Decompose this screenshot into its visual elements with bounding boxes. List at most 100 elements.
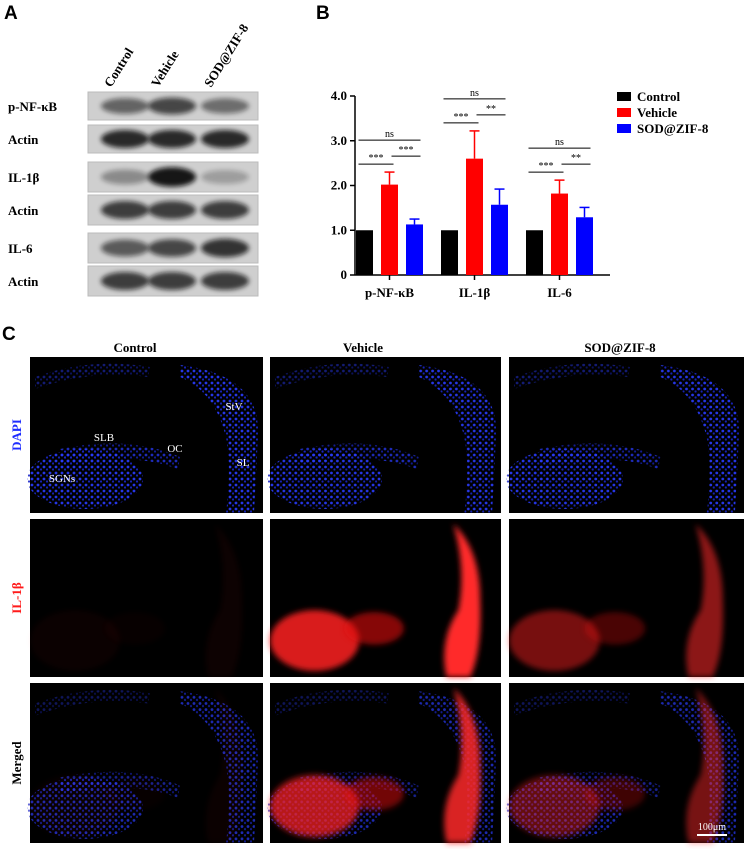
bar (576, 217, 593, 275)
y-tick-label: 1.0 (331, 222, 347, 237)
micrograph (267, 357, 501, 513)
significance-label: *** (369, 153, 384, 164)
nuclei (35, 363, 150, 389)
bar (466, 158, 483, 275)
nuclei (418, 365, 497, 513)
blot-row-label: IL-1β (8, 170, 40, 185)
nuclei (514, 689, 631, 716)
blot-band (201, 238, 249, 258)
legend-label: Control (637, 89, 680, 104)
tissue (27, 363, 259, 513)
row-label: DAPI (9, 419, 24, 451)
x-tick-label: IL-1β (459, 285, 491, 300)
significance-label: ns (385, 129, 394, 140)
x-tick-label: IL-6 (547, 285, 572, 300)
region-label: SGNs (49, 473, 75, 485)
blot-band (148, 130, 196, 148)
blot-band (101, 98, 149, 114)
blot-row-label: Actin (8, 132, 39, 147)
row-label: IL-1β (9, 582, 24, 614)
significance-label: *** (539, 161, 554, 172)
nuclei (35, 689, 150, 716)
blot-band (201, 130, 249, 148)
il1b-signal (205, 524, 243, 677)
nuclei (274, 689, 389, 716)
nuclei (267, 449, 383, 509)
significance-label: ns (470, 88, 479, 99)
column-header: Control (113, 340, 156, 355)
il1b-signal (584, 612, 646, 645)
nuclei (274, 363, 389, 389)
bar (441, 230, 458, 275)
nuclei (505, 449, 623, 509)
column-header: SOD@ZIF-8 (584, 340, 656, 355)
tissue (267, 688, 497, 843)
nuclei (27, 777, 143, 839)
blot-band (148, 272, 196, 290)
x-tick-label: p-NF-κB (365, 285, 414, 300)
nuclei (60, 771, 180, 798)
tissue (505, 363, 740, 513)
region-label: StV (225, 401, 242, 413)
lane-label: Control (101, 45, 137, 90)
region-label: SL (237, 457, 250, 469)
lane-label: SOD@ZIF-8 (201, 21, 252, 90)
blot-band (148, 97, 196, 115)
il1b-signal (344, 777, 404, 811)
scale-bar-label: 100μm (698, 822, 726, 833)
blot-band (201, 98, 249, 114)
nuclei (539, 443, 661, 469)
legend-label: SOD@ZIF-8 (637, 121, 709, 136)
micrograph (505, 357, 744, 513)
blot-band (101, 272, 149, 290)
y-tick-label: 2.0 (331, 178, 347, 193)
nuclei (299, 443, 419, 469)
nuclei (60, 443, 180, 469)
micrograph (505, 683, 744, 843)
tissue (270, 524, 481, 677)
legend-swatch (617, 124, 631, 133)
tissue (30, 524, 243, 677)
il1b-signal (105, 777, 165, 810)
blot-band (148, 167, 196, 187)
micrograph (27, 357, 263, 513)
region-label: SLB (94, 432, 114, 444)
blot-band (148, 201, 196, 219)
il1b-signal (30, 610, 120, 671)
blot-band (101, 239, 149, 257)
lane-label: Vehicle (148, 48, 182, 90)
blot-band (148, 239, 196, 257)
il1b-signal (105, 612, 165, 644)
legend-swatch (617, 108, 631, 117)
legend-label: Vehicle (637, 105, 677, 120)
panel-label: B (316, 3, 330, 24)
bar (526, 230, 543, 275)
y-tick-label: 4.0 (331, 88, 347, 103)
panel-label: C (2, 324, 16, 345)
micrograph (509, 519, 744, 677)
significance-label: ns (555, 137, 564, 148)
il1b-signal (444, 524, 481, 677)
blot-band (201, 201, 249, 219)
il1b-signal (205, 688, 243, 843)
bar (356, 230, 373, 275)
micrograph (30, 519, 263, 677)
il1b-signal (686, 524, 724, 677)
significance-label: *** (454, 112, 469, 123)
blot-band (101, 130, 149, 148)
blot-row-label: p-NF-κB (8, 99, 57, 114)
column-header: Vehicle (343, 340, 383, 355)
nuclei (514, 363, 631, 389)
region-label: OC (167, 443, 182, 455)
blot-row-label: Actin (8, 274, 39, 289)
significance-label: ** (571, 153, 581, 164)
bar (551, 193, 568, 275)
bar (406, 224, 423, 275)
nuclei (660, 365, 740, 513)
nuclei (27, 449, 143, 509)
panel-label: A (4, 3, 18, 24)
tissue (267, 363, 497, 513)
il1b-signal (509, 775, 600, 837)
